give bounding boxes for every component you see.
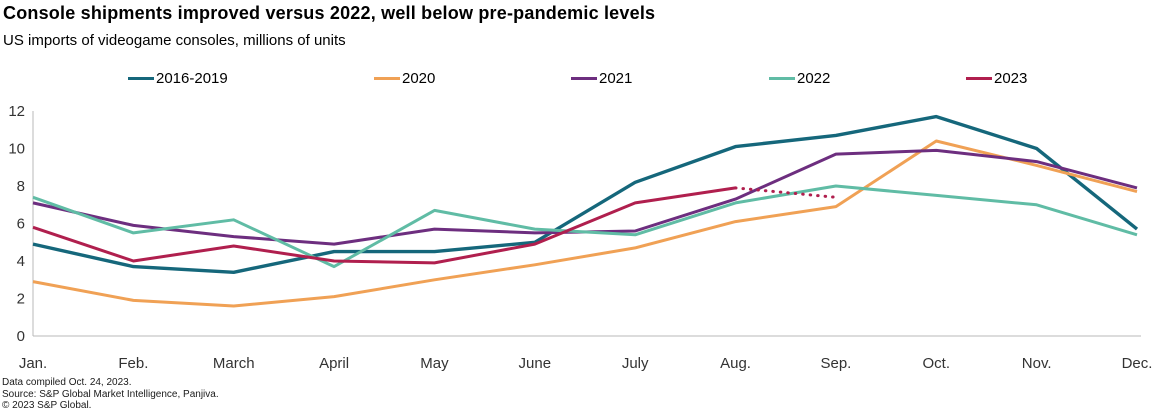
line-2020 xyxy=(32,139,1138,308)
line-2023-estimate xyxy=(734,186,838,199)
y-tick-label: 8 xyxy=(17,178,25,195)
source-note-line: © 2023 S&P Global. xyxy=(2,400,92,411)
x-tick-label: Feb. xyxy=(118,355,148,372)
y-tick-label: 2 xyxy=(17,291,25,308)
line-2022 xyxy=(32,184,1138,269)
legend-item-2022: 2022 xyxy=(769,70,830,87)
x-tick-label: May xyxy=(420,355,449,372)
line-2023 xyxy=(32,186,736,265)
legend-label: 2016-2019 xyxy=(156,70,228,87)
x-tick-label: Oct. xyxy=(923,355,951,372)
legend-swatch-2023 xyxy=(966,77,992,80)
x-tick-label: Aug. xyxy=(720,355,751,372)
x-tick-label: Dec. xyxy=(1122,355,1153,372)
x-tick-label: July xyxy=(622,355,649,372)
y-tick-label: 0 xyxy=(17,328,25,345)
legend-swatch-2021 xyxy=(571,77,597,80)
x-tick-label: June xyxy=(519,355,552,372)
x-tick-label: Nov. xyxy=(1022,355,1052,372)
y-tick-label: 4 xyxy=(17,253,25,270)
line-2016-2019 xyxy=(32,114,1139,274)
legend-swatch-2016-2019 xyxy=(128,77,154,80)
chart-title: Console shipments improved versus 2022, … xyxy=(3,3,656,23)
legend-label: 2022 xyxy=(797,70,831,87)
plot-area: 0 2 4 6 8 10 12 Jan. Feb. March April May June July Au… xyxy=(8,103,1153,372)
legend-item-2020: 2020 xyxy=(374,70,435,87)
chart-subtitle: US imports of videogame consoles, millio… xyxy=(3,32,346,49)
x-tick-label: Sep. xyxy=(820,355,851,372)
legend-swatch-2020 xyxy=(374,77,400,80)
legend-item-2021: 2021 xyxy=(571,70,632,87)
source-note-line: Data compiled Oct. 24, 2023. xyxy=(2,377,132,388)
source-note: Data compiled Oct. 24, 2023. Source: S&P… xyxy=(2,377,219,412)
legend-item-2016-2019: 2016-2019 xyxy=(128,70,228,87)
x-tick-label: March xyxy=(213,355,255,372)
source-note-line: Source: S&P Global Market Intelligence, … xyxy=(2,388,219,400)
chart-legend: 2016-2019 2020 2021 2022 2023 xyxy=(0,70,1162,92)
x-tick-label: April xyxy=(319,355,349,372)
legend-label: 2021 xyxy=(599,70,633,87)
legend-swatch-2022 xyxy=(769,77,795,80)
legend-item-2023: 2023 xyxy=(966,70,1027,87)
y-tick-label: 10 xyxy=(8,141,25,158)
x-tick-label: Jan. xyxy=(19,355,47,372)
legend-label: 2020 xyxy=(402,70,436,87)
y-tick-label: 6 xyxy=(17,216,25,233)
legend-label: 2023 xyxy=(994,70,1028,87)
y-tick-label: 12 xyxy=(8,103,25,120)
